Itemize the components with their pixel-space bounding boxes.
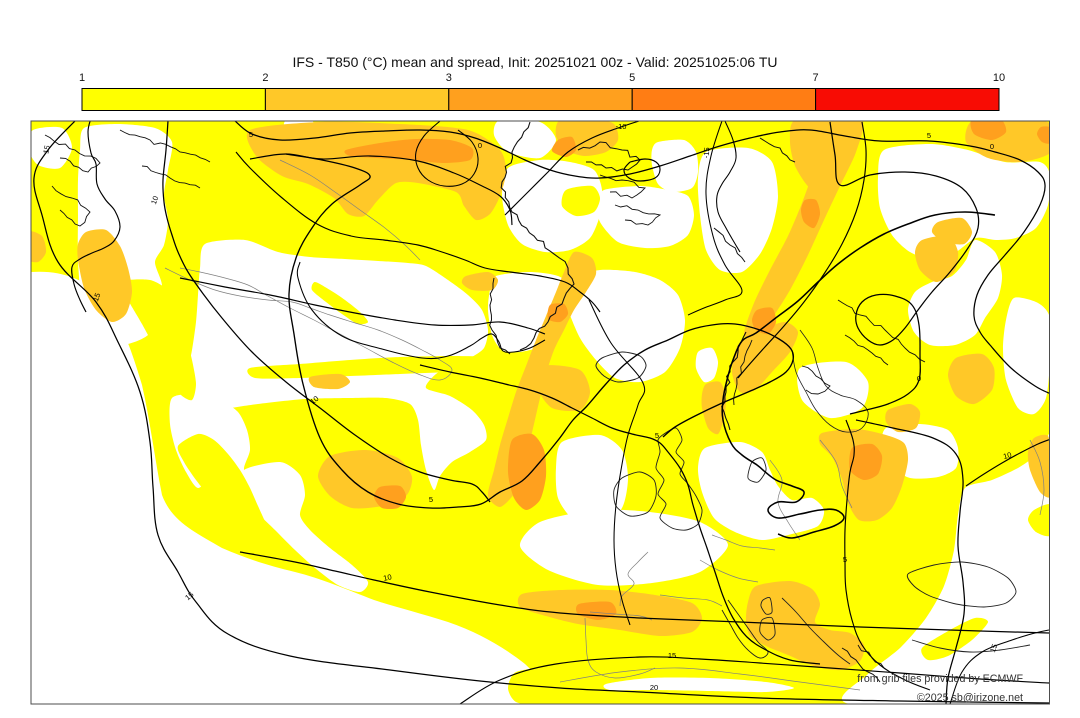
svg-text:5: 5 xyxy=(843,555,847,564)
svg-text:5: 5 xyxy=(629,72,635,84)
svg-text:7: 7 xyxy=(813,72,819,84)
svg-text:15: 15 xyxy=(668,651,676,660)
svg-text:15: 15 xyxy=(988,643,999,654)
svg-text:-15: -15 xyxy=(702,147,712,159)
svg-text:10: 10 xyxy=(1002,450,1012,461)
svg-text:10: 10 xyxy=(382,572,392,583)
svg-text:15: 15 xyxy=(41,144,52,154)
svg-text:5: 5 xyxy=(655,431,659,440)
svg-text:0: 0 xyxy=(917,374,921,383)
svg-text:5: 5 xyxy=(429,495,433,504)
svg-text:1: 1 xyxy=(79,72,85,84)
svg-text:5: 5 xyxy=(249,130,253,139)
svg-text:10: 10 xyxy=(149,195,160,206)
svg-text:15: 15 xyxy=(91,292,102,303)
svg-text:20: 20 xyxy=(650,683,658,692)
svg-text:©2025 sb@irizone.net: ©2025 sb@irizone.net xyxy=(917,692,1023,704)
svg-text:5: 5 xyxy=(927,131,931,140)
svg-text:0: 0 xyxy=(478,141,482,150)
svg-text:3: 3 xyxy=(446,72,452,84)
svg-text:10: 10 xyxy=(993,72,1005,84)
svg-text:from grib files provided by EC: from grib files provided by ECMWF xyxy=(857,673,1023,685)
svg-text:-10: -10 xyxy=(616,122,627,131)
svg-text:0: 0 xyxy=(990,142,994,151)
svg-text:2: 2 xyxy=(262,72,268,84)
svg-text:IFS - T850 (°C) mean and sprea: IFS - T850 (°C) mean and spread, Init: 2… xyxy=(292,54,777,70)
